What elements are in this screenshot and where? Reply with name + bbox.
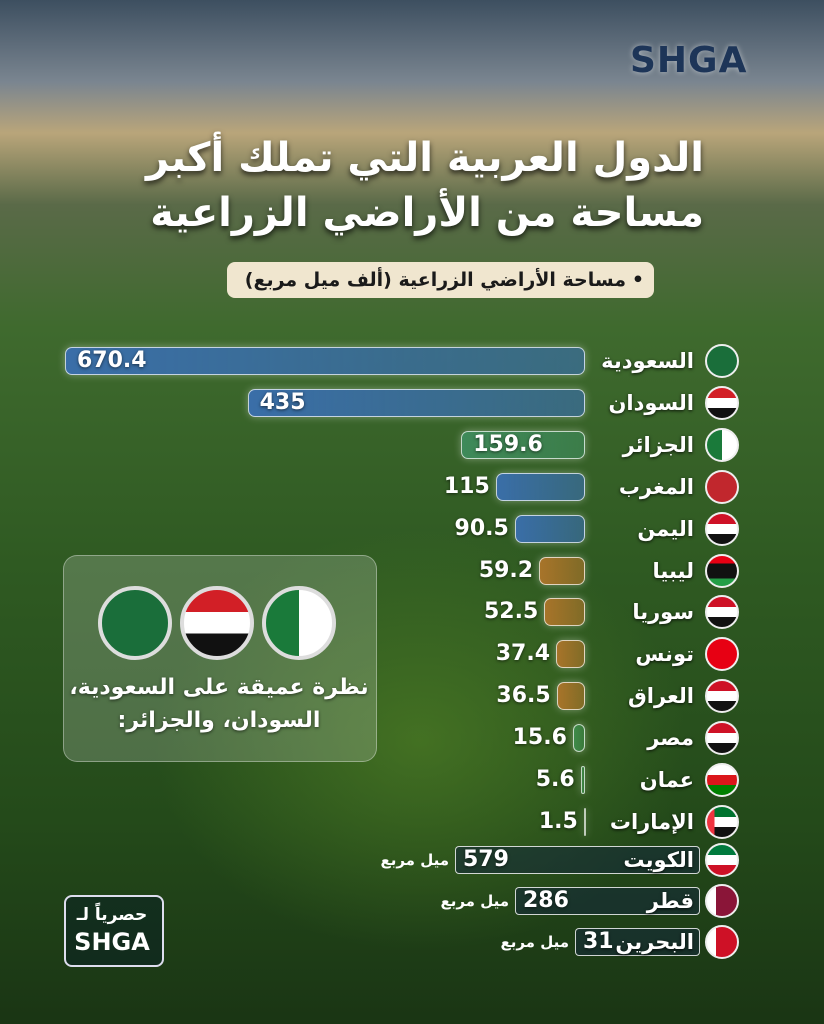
- country-flag: [705, 679, 739, 714]
- country-flag: [705, 553, 739, 588]
- value-label: 5.6: [535, 767, 575, 792]
- subtitle: مساحة الأراضي الزراعية (ألف ميل مربع): [226, 262, 654, 298]
- bar: [580, 766, 585, 794]
- bar: [514, 514, 585, 543]
- category-label: العراق: [628, 684, 694, 709]
- bar: [539, 556, 585, 585]
- value-box: [575, 928, 700, 956]
- country-flag: [705, 469, 739, 504]
- bar: [495, 472, 585, 501]
- bar: [544, 598, 585, 627]
- category-label: المغرب: [618, 474, 694, 499]
- value-box: [515, 887, 700, 915]
- unit-label: ميل مربع: [380, 851, 449, 869]
- bar: [555, 640, 585, 669]
- category-label: الجزائر: [622, 432, 694, 457]
- unit-label: ميل مربع: [440, 892, 509, 910]
- footer-brand: SHGA: [74, 928, 150, 956]
- unit-label: ميل مربع: [500, 933, 569, 951]
- saudi-flag: [98, 586, 172, 660]
- category-label: السودان: [608, 390, 694, 415]
- bar: [247, 388, 585, 417]
- bar: [556, 682, 585, 711]
- bar: [461, 430, 585, 459]
- sudan-flag: [180, 586, 254, 660]
- country-flag: [705, 427, 739, 462]
- country-flag: [705, 385, 739, 420]
- value-label: 15.6: [512, 725, 567, 751]
- footer-label: حصرياً لـ: [76, 905, 148, 925]
- value-label: 286: [523, 888, 569, 913]
- country-flag: [705, 884, 739, 918]
- value-label: 52.5: [484, 599, 539, 625]
- callout-text: نظرة عميقة على السعودية،: [69, 675, 369, 700]
- callout-text: السودان، والجزائر:: [117, 708, 321, 733]
- country-flag: [705, 804, 739, 839]
- value-label: 31: [583, 929, 614, 954]
- algeria-flag: [262, 586, 336, 660]
- category-label: الإمارات: [609, 809, 694, 834]
- value-label: 115: [443, 473, 490, 499]
- value-label: 90.5: [454, 515, 509, 541]
- title-line: الدول العربية التي تملك أكبر: [145, 135, 704, 181]
- category-label: البحرين: [615, 930, 694, 954]
- footer-badge: [64, 895, 164, 967]
- category-label: السعودية: [601, 349, 694, 373]
- bar: [583, 807, 586, 836]
- value-label: 579: [463, 847, 509, 872]
- country-flag: [705, 925, 739, 959]
- category-label: سوريا: [632, 600, 694, 625]
- category-label: تونس: [635, 642, 694, 667]
- value-label: 37.4: [495, 641, 550, 667]
- value-label: 159.6: [473, 431, 543, 457]
- category-label: مصر: [647, 726, 694, 751]
- category-label: عمان: [639, 768, 694, 792]
- category-label: الكويت: [623, 848, 694, 872]
- category-label: اليمن: [637, 516, 694, 541]
- value-label: 435: [259, 389, 306, 415]
- value-label: 59.2: [478, 557, 534, 583]
- country-flag: [705, 637, 739, 672]
- bar: [572, 724, 585, 753]
- value-box: [455, 846, 700, 874]
- title-line: مساحة من الأراضي الزراعية: [150, 190, 704, 236]
- value-label: 36.5: [496, 683, 551, 709]
- bar: [65, 347, 585, 375]
- country-flag: [705, 721, 739, 756]
- value-label: 1.5: [538, 808, 578, 834]
- country-flag: [705, 595, 739, 630]
- country-flag: [705, 843, 739, 877]
- category-label: قطر: [646, 889, 694, 913]
- brand: SHGA: [630, 40, 748, 81]
- country-flag: [705, 763, 739, 797]
- country-flag: [705, 511, 739, 546]
- country-flag: [705, 344, 739, 378]
- value-label: 670.4: [77, 348, 147, 373]
- category-label: ليبيا: [652, 558, 695, 583]
